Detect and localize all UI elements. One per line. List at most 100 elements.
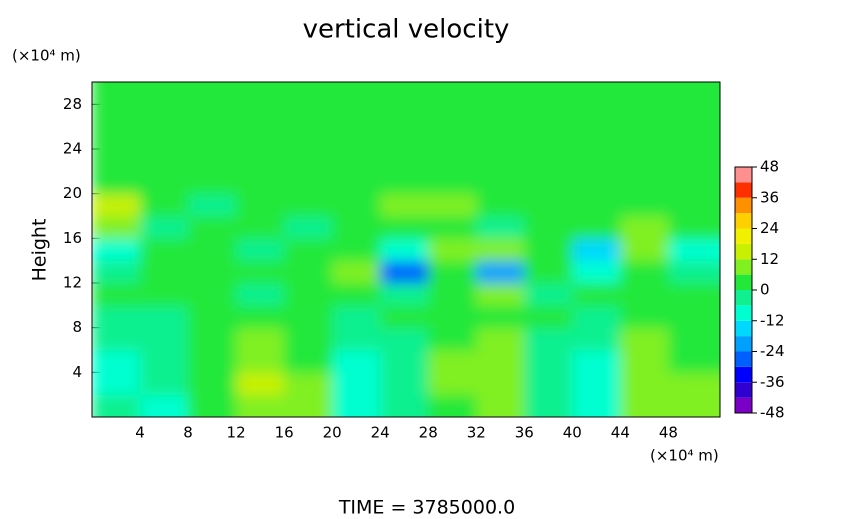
chart-title: vertical velocity: [303, 15, 510, 45]
heat-cell: [92, 193, 141, 217]
heat-cell: [332, 149, 381, 172]
heat-cell: [332, 104, 381, 128]
heat-cell: [572, 82, 621, 105]
heat-cell: [140, 126, 189, 150]
heat-cell: [428, 350, 477, 373]
heat-cell: [524, 193, 573, 217]
cells: [92, 82, 720, 417]
heat-cell: [284, 283, 333, 306]
heat-cell: [188, 372, 237, 396]
heat-cell: [524, 260, 573, 284]
heat-cell: [380, 394, 429, 417]
heat-cell: [92, 372, 141, 396]
colorbar-frame: [734, 166, 753, 414]
heat-cell: [572, 171, 621, 195]
y-tick-label: 20: [63, 184, 82, 202]
heat-cell: [332, 283, 381, 306]
heat-cell: [284, 394, 333, 417]
colorbar-band: [735, 366, 752, 383]
heat-cell: [332, 305, 381, 329]
heat-cell: [524, 104, 573, 128]
heat-cell: [236, 126, 285, 150]
heat-cell: [380, 82, 429, 105]
x-tick-label: 40: [563, 424, 582, 442]
heat-cell: [92, 149, 141, 172]
heat-cell: [668, 327, 720, 351]
heat-cell: [236, 82, 285, 105]
heat-cell: [236, 372, 285, 396]
heat-cell: [428, 216, 477, 239]
heat-cell: [524, 305, 573, 329]
heat-cell: [524, 372, 573, 396]
colorbar-tick-label: 0: [760, 281, 770, 299]
colorbar-tick-label: 48: [760, 158, 779, 176]
heat-cell: [188, 82, 237, 105]
heat-cell: [572, 238, 621, 262]
heat-cell: [140, 260, 189, 284]
heat-cell: [332, 260, 381, 284]
heat-cell: [476, 305, 525, 329]
y-tick-label: 12: [63, 274, 82, 292]
heat-cell: [524, 350, 573, 373]
heat-cell: [332, 126, 381, 150]
heat-cell: [92, 238, 141, 262]
heat-cell: [620, 283, 669, 306]
heat-cell: [236, 216, 285, 239]
heat-cell: [524, 283, 573, 306]
heat-cell: [236, 394, 285, 417]
heat-cell: [380, 171, 429, 195]
heat-cell: [620, 82, 669, 105]
heat-cell: [572, 216, 621, 239]
heat-cell: [572, 193, 621, 217]
heat-cell: [476, 171, 525, 195]
colorbar-tick-label: -36: [760, 373, 785, 391]
heat-cell: [188, 238, 237, 262]
heat-cell: [380, 238, 429, 262]
heat-cell: [428, 82, 477, 105]
heat-cell: [236, 305, 285, 329]
heat-cell: [524, 394, 573, 417]
heat-cell: [428, 149, 477, 172]
heat-cell: [476, 216, 525, 239]
heat-cell: [188, 283, 237, 306]
heat-cell: [620, 104, 669, 128]
heat-cell: [524, 171, 573, 195]
heat-cell: [572, 350, 621, 373]
heat-cell: [236, 238, 285, 262]
colorbar-band: [735, 259, 752, 275]
heat-cell: [332, 82, 381, 105]
heat-cell: [524, 238, 573, 262]
heat-cell: [236, 327, 285, 351]
heat-cell: [92, 327, 141, 351]
heat-cell: [284, 104, 333, 128]
heat-cell: [332, 216, 381, 239]
x-tick-label: 28: [419, 424, 438, 442]
y-tick-label: 24: [63, 140, 82, 158]
heat-cell: [428, 193, 477, 217]
field: [92, 82, 720, 417]
heat-cell: [92, 126, 141, 150]
heat-cell: [620, 126, 669, 150]
heat-cell: [572, 149, 621, 172]
colorbar-band: [735, 274, 752, 290]
heat-cell: [668, 126, 720, 150]
heat-cell: [668, 260, 720, 284]
colorbar-band: [735, 397, 752, 413]
colorbar-band: [735, 290, 752, 306]
heat-cell: [476, 260, 525, 284]
heat-cell: [428, 394, 477, 417]
heat-cell: [428, 104, 477, 128]
heat-cell: [188, 149, 237, 172]
heat-cell: [140, 350, 189, 373]
x-unit: (×10⁴ m): [650, 447, 719, 465]
heat-cell: [428, 372, 477, 396]
heat-cell: [668, 350, 720, 373]
plot-frame: [91, 81, 721, 418]
colorbar-band: [735, 228, 752, 244]
heat-cell: [284, 260, 333, 284]
heat-cell: [140, 305, 189, 329]
colorbar-band: [735, 305, 752, 321]
heat-cell: [380, 104, 429, 128]
heat-cell: [476, 149, 525, 172]
heat-cell: [572, 305, 621, 329]
